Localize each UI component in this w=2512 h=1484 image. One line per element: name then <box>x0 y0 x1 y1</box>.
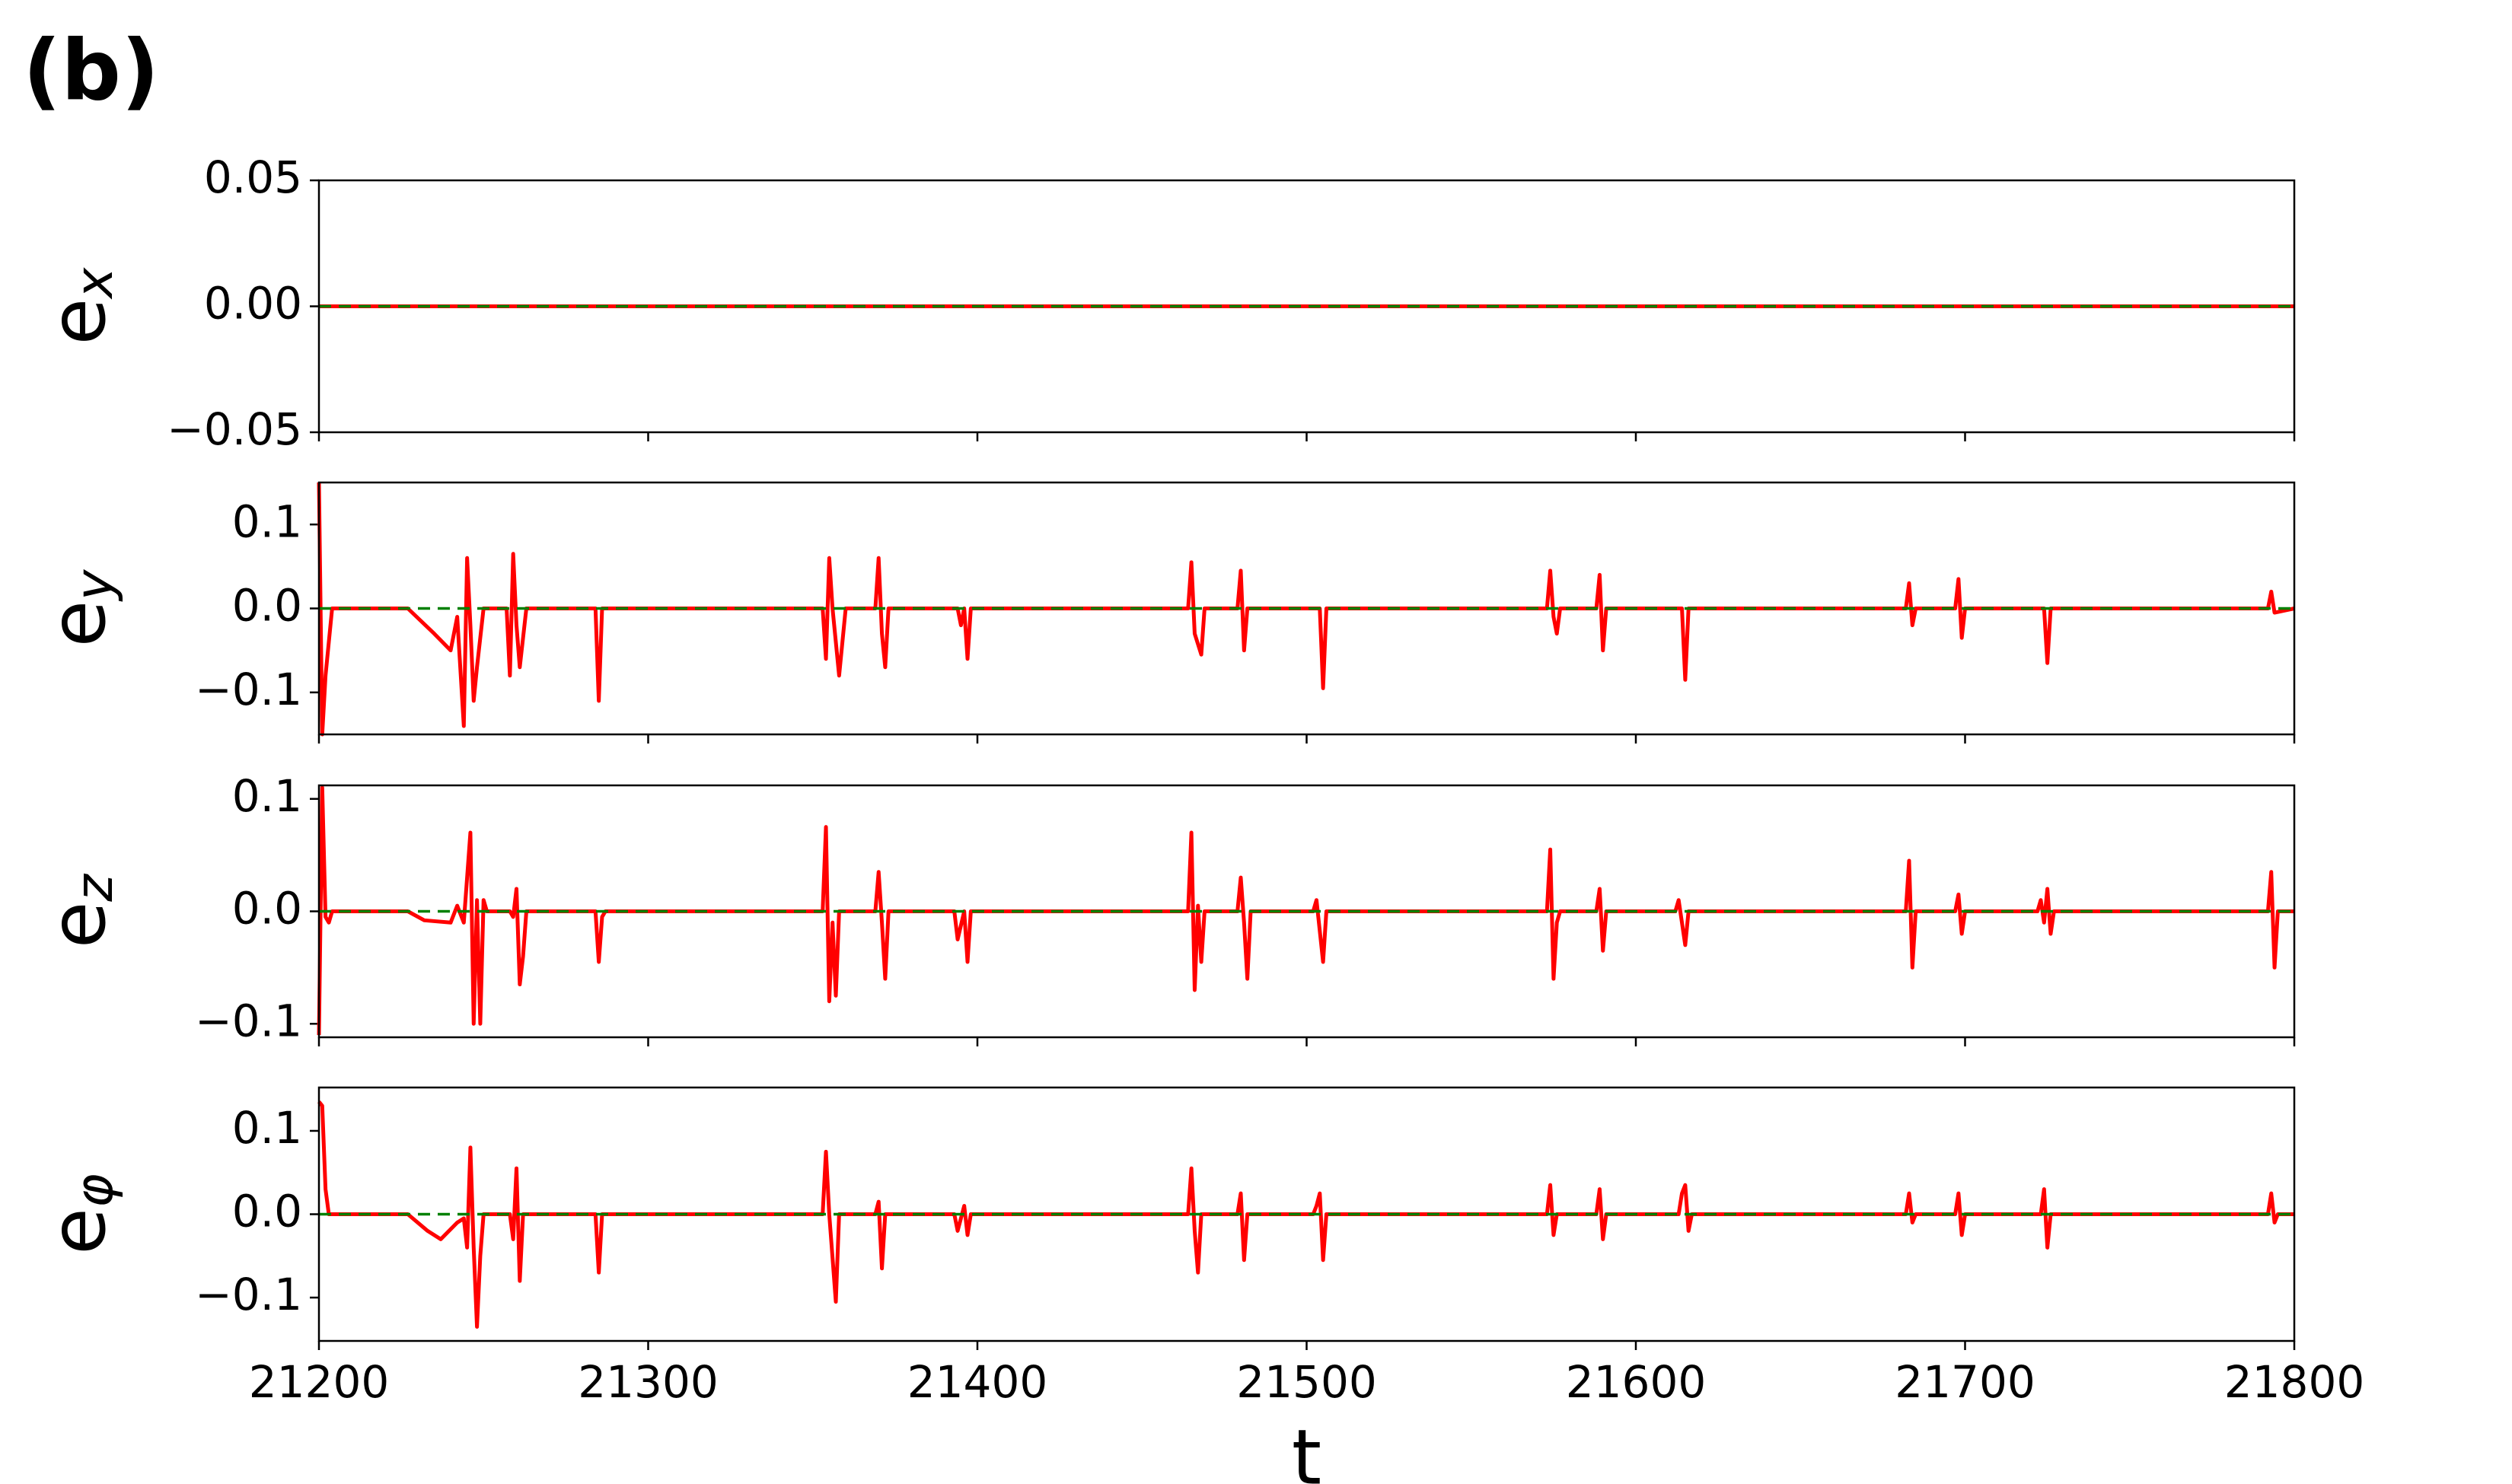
axes-frame <box>317 481 2296 736</box>
y-tick-label: −0.1 <box>195 995 302 1046</box>
y-tick-label: 0.0 <box>232 1186 302 1237</box>
x-tick-label: 21600 <box>1566 1356 1707 1408</box>
y-tick-label: 0.1 <box>232 1102 302 1154</box>
panel-label: (b) <box>23 21 159 119</box>
y-tick-label: 0.00 <box>204 278 302 330</box>
y-axis-label-base: e <box>33 298 123 346</box>
error-line <box>317 785 2294 1036</box>
axes-frame <box>317 784 2296 1039</box>
x-tick-label: 21700 <box>1895 1356 2035 1408</box>
y-tick-label: 0.1 <box>232 770 302 822</box>
y-axis-label-base: e <box>33 1208 123 1255</box>
x-tick-label: 21800 <box>2224 1356 2365 1408</box>
error-line <box>317 1100 2294 1329</box>
y-axis-label-base: e <box>33 600 123 648</box>
x-tick-label: 21300 <box>578 1356 719 1408</box>
error-line <box>317 482 2295 737</box>
y-tick-label: 0.1 <box>232 495 302 547</box>
y-axis-label: eφ <box>33 1174 124 1255</box>
y-axis-label-sub: y <box>65 569 125 602</box>
axes-frame <box>317 179 2296 434</box>
x-tick-label: 21200 <box>249 1356 390 1408</box>
y-tick-label: 0.0 <box>232 883 302 935</box>
y-tick-label: −0.05 <box>167 403 302 455</box>
y-axis-label: ez <box>33 874 124 949</box>
x-tick-label: 21400 <box>907 1356 1048 1408</box>
y-tick-label: −0.1 <box>195 1269 302 1320</box>
y-tick-label: 0.0 <box>232 580 302 632</box>
y-axis-label-base: e <box>33 902 123 949</box>
y-axis-label: ex <box>33 267 124 346</box>
x-tick-label: 21500 <box>1236 1356 1377 1408</box>
axes-frame <box>317 1086 2296 1342</box>
panel: −0.05 0.00 0.05 ex <box>33 151 2296 455</box>
y-axis-label-sub: x <box>65 267 125 300</box>
panel: −0.1 0.0 0.1 ey <box>33 481 2296 744</box>
y-axis-label: ey <box>33 569 124 648</box>
y-tick-label: 0.05 <box>204 151 302 203</box>
panel: −0.1 0.0 0.1 ez <box>33 770 2296 1046</box>
x-axis-label: t <box>1292 1412 1321 1484</box>
y-axis-label-sub: z <box>65 874 125 903</box>
y-tick-label: −0.1 <box>195 664 302 715</box>
y-axis-label-sub: φ <box>65 1174 125 1208</box>
panel: −0.1 0.0 0.1 21200 21300 21400 21500 21600 21700… <box>33 1086 2365 1484</box>
